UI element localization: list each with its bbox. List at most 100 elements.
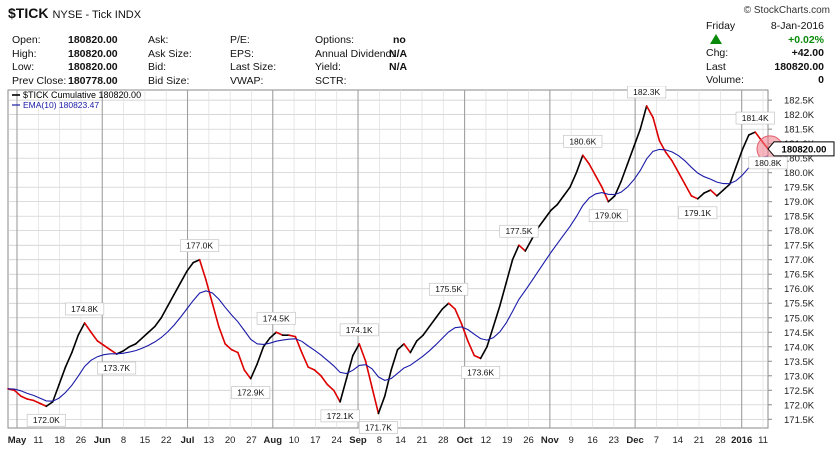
yield-row: Yield: N/A <box>315 61 408 74</box>
price-chart: 171.5K 172.0K 172.5K 173.0K 173.5K 174.0K 174.… <box>7 86 835 446</box>
price-segment <box>160 305 169 319</box>
annotation-label: 173.7K <box>103 363 130 373</box>
price-segment <box>728 166 737 186</box>
price-segment <box>467 340 476 357</box>
annotation-box <box>97 361 137 375</box>
peak-annotation: 179.0K <box>588 209 628 222</box>
price-segment <box>288 334 297 338</box>
annotation-label: 172.1K <box>327 411 354 421</box>
peak-annotation: 182.3K <box>627 86 667 99</box>
price-segment <box>556 195 565 206</box>
annotation-box <box>65 302 105 316</box>
price-segment <box>377 395 386 415</box>
y-tick-label: 178.0K <box>784 226 815 237</box>
annotation-label: 172.9K <box>237 388 264 398</box>
price-segment <box>249 363 258 380</box>
y-tick-label: 175.0K <box>784 313 815 324</box>
chart-title: $TICK NYSE - Tick INDX <box>8 5 141 21</box>
peak-annotation: 181.4K <box>735 111 775 125</box>
annotation-label: 174.1K <box>346 325 373 335</box>
price-segment <box>716 189 725 197</box>
price-segment <box>735 148 744 168</box>
y-tick-label: 176.0K <box>784 284 815 295</box>
price-segment <box>211 302 220 328</box>
price-segment <box>684 183 693 197</box>
price-segment <box>96 340 105 347</box>
annotation-box <box>563 134 603 148</box>
price-segment <box>154 316 163 328</box>
annotation-box <box>320 409 360 423</box>
annotation-box <box>358 421 398 434</box>
y-tick-label: 176.5K <box>784 270 815 281</box>
price-segment <box>594 174 603 188</box>
price-segment <box>313 369 322 377</box>
x-tick-label: 14 <box>672 435 683 446</box>
price-segment <box>332 389 341 403</box>
price-segment <box>703 189 712 194</box>
price-segment <box>320 374 329 386</box>
price-segment <box>390 348 399 371</box>
price-segment <box>613 180 622 197</box>
peak-annotation: 173.7K <box>97 361 137 375</box>
annotation-box <box>231 386 271 399</box>
low-row: Low: 180820.00 <box>12 61 118 74</box>
x-tick-label: 21 <box>417 435 428 446</box>
y-tick-label: 180.0K <box>784 168 815 179</box>
annotation-label: 173.6K <box>467 367 494 377</box>
annotation-label: 180.6K <box>569 136 596 146</box>
price-segment <box>696 192 705 200</box>
annotation-label: 179.0K <box>595 211 622 221</box>
annotation-box <box>627 86 667 99</box>
x-tick-label: Oct <box>457 435 474 446</box>
price-segment <box>633 128 642 148</box>
x-tick-label: Jun <box>94 435 111 446</box>
price-segment <box>518 244 527 252</box>
annotation-label: 181.4K <box>742 113 769 123</box>
price-segment <box>352 343 361 357</box>
price-segment <box>51 383 60 403</box>
price-segment <box>230 348 239 354</box>
price-segment <box>217 325 226 345</box>
price-segment <box>339 377 348 403</box>
y-tick-label: 178.5K <box>784 212 815 223</box>
legend-entry-ema: EMA(10) 180823.47 <box>23 100 99 110</box>
y-tick-label: 175.5K <box>784 299 815 310</box>
price-segment <box>128 343 137 348</box>
x-tick-label: 13 <box>204 435 215 446</box>
last-price-tag-label: 180820.00 <box>782 144 827 155</box>
date-row: Friday 8-Jan-2016 <box>706 20 824 32</box>
price-segment <box>435 308 444 319</box>
annotation-box <box>499 224 539 238</box>
sctr-row: SCTR: <box>315 74 347 87</box>
price-segment <box>345 354 354 380</box>
peak-annotation: 179.1K <box>678 206 718 220</box>
y-tick-label: 173.5K <box>784 357 815 368</box>
price-segment <box>243 369 252 380</box>
price-segment <box>665 151 674 162</box>
annotation-box <box>339 323 379 337</box>
y-tick-label: 179.5K <box>784 183 815 194</box>
price-segment <box>64 351 73 368</box>
price-segment <box>569 171 578 188</box>
last-row: Last 180820.00 <box>706 60 824 73</box>
price-segment <box>607 195 616 203</box>
price-segment <box>396 343 405 351</box>
price-segment <box>620 163 629 183</box>
price-segment <box>722 183 731 191</box>
price-segment <box>741 134 750 151</box>
price-segment <box>186 261 195 273</box>
annotation-label: 177.0K <box>186 241 213 251</box>
annotation-label: 177.5K <box>505 226 532 236</box>
y-tick-label: 179.0K <box>784 197 815 208</box>
price-summary-panel: Friday 8-Jan-2016 +0.02% Chg: +42.00 Last 1… <box>706 20 824 88</box>
peak-annotation: 174.5K <box>256 311 296 325</box>
x-tick-label: May <box>8 435 27 446</box>
x-tick-label: 15 <box>140 435 151 446</box>
vwap-label: VWAP: <box>230 74 264 87</box>
price-segment <box>141 331 150 339</box>
x-tick-label: 24 <box>331 435 342 446</box>
peak-annotation: 172.9K <box>231 386 271 399</box>
price-segment <box>454 308 463 325</box>
y-tick-label: 182.0K <box>784 110 815 121</box>
peak-annotation: 175.5K <box>429 282 469 296</box>
